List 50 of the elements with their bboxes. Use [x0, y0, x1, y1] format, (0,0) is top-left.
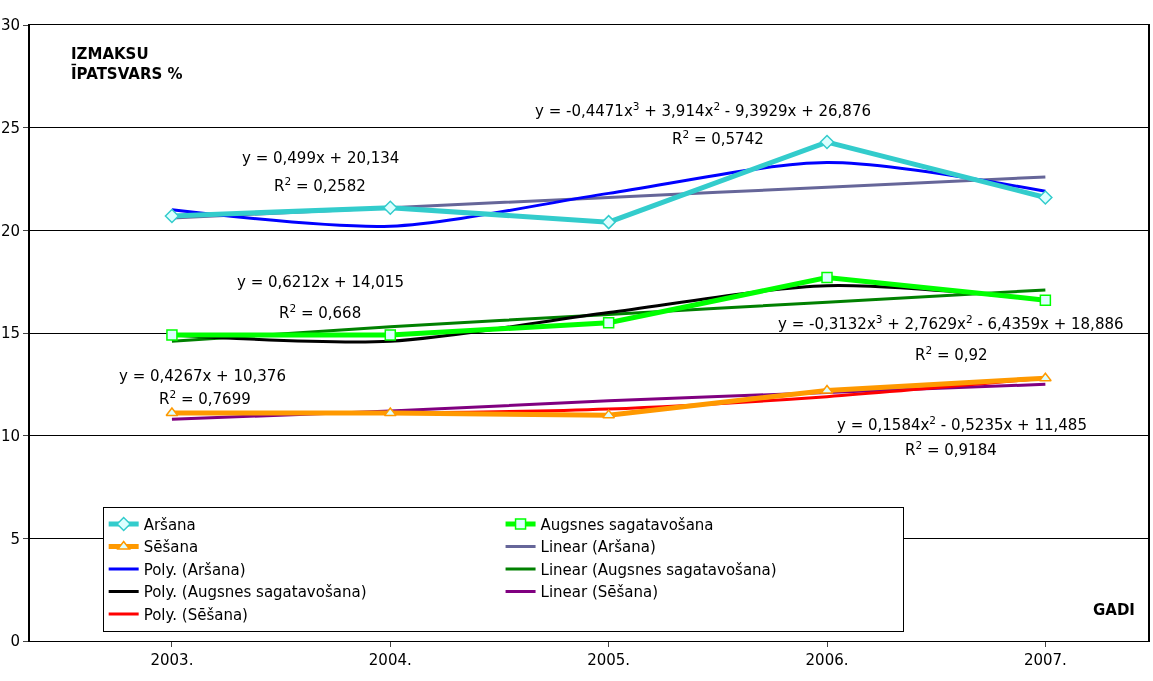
annotation: R$^{2}$ = 0,5742 — [672, 128, 764, 149]
point — [164, 208, 180, 224]
y-axis-title: IZMAKSU ĪPATSVARS % — [71, 45, 183, 83]
point — [384, 329, 397, 341]
legend-label: Augsnes sagatavošana — [540, 515, 714, 534]
x-tick-label: 2005. — [587, 651, 631, 669]
point — [820, 384, 834, 394]
y-tick-label: 0 — [10, 632, 20, 651]
annotation: y = 0,4267x + 10,376 — [119, 367, 286, 385]
annotation: R$^{2}$ = 0,2582 — [274, 175, 366, 196]
y-tick-label: 25 — [0, 118, 20, 137]
annotation: R$^{2}$ = 0,7699 — [159, 388, 251, 409]
annotation: y = 0,6212x + 14,015 — [237, 273, 404, 291]
legend-label: Aršana — [143, 515, 196, 534]
annotation: y = -0,4471x$^{3}$ + 3,914x$^{2}$ - 9,3929x + 26,876 — [535, 100, 871, 121]
point — [383, 407, 397, 417]
legend-label: Poly. (Sēšana) — [143, 605, 248, 624]
annotation: y = 0,499x + 20,134 — [242, 149, 400, 167]
x-tick-label: 2004. — [368, 651, 412, 669]
point — [819, 134, 835, 150]
point — [1038, 190, 1053, 205]
y-tick-label: 20 — [0, 221, 20, 240]
point — [821, 271, 833, 284]
legend-label: Poly. (Aršana) — [143, 560, 246, 579]
point — [383, 200, 398, 215]
annotation: R$^{2}$ = 0,668 — [279, 302, 362, 323]
point — [1038, 372, 1052, 382]
point — [602, 409, 616, 419]
point — [166, 329, 178, 341]
point — [602, 316, 615, 329]
annotation: y = -0,3132x$^{3}$ + 2,7629x$^{2}$ - 6,4359x + 18,886 — [778, 313, 1124, 334]
legend-label: Linear (Aršana) — [540, 538, 656, 557]
y-tick-label: 30 — [0, 16, 20, 35]
point — [601, 214, 616, 230]
legend-label: Linear (Sēšana) — [540, 583, 659, 602]
point — [165, 407, 179, 417]
annotation: R$^{2}$ = 0,92 — [915, 344, 988, 365]
y-tick-label: 15 — [0, 324, 20, 343]
x-tick-label: 2003. — [150, 651, 194, 669]
x-axis-title: GADI — [1093, 601, 1135, 619]
x-tick-label: 2006. — [805, 651, 849, 669]
legend-label: Linear (Augsnes sagatavošana) — [540, 560, 777, 579]
annotation: y = 0,1584x$^{2}$ - 0,5235x + 11,485 — [837, 414, 1087, 435]
x-tick-label: 2007. — [1023, 651, 1067, 669]
annotation: R$^{2}$ = 0,9184 — [905, 439, 997, 460]
y-tick-label: 10 — [0, 426, 20, 445]
legend-label: Poly. (Augsnes sagatavošana) — [143, 583, 367, 602]
legend-label: Sēšana — [143, 538, 199, 557]
y-tick-label: 5 — [10, 529, 20, 548]
point — [1039, 294, 1052, 306]
